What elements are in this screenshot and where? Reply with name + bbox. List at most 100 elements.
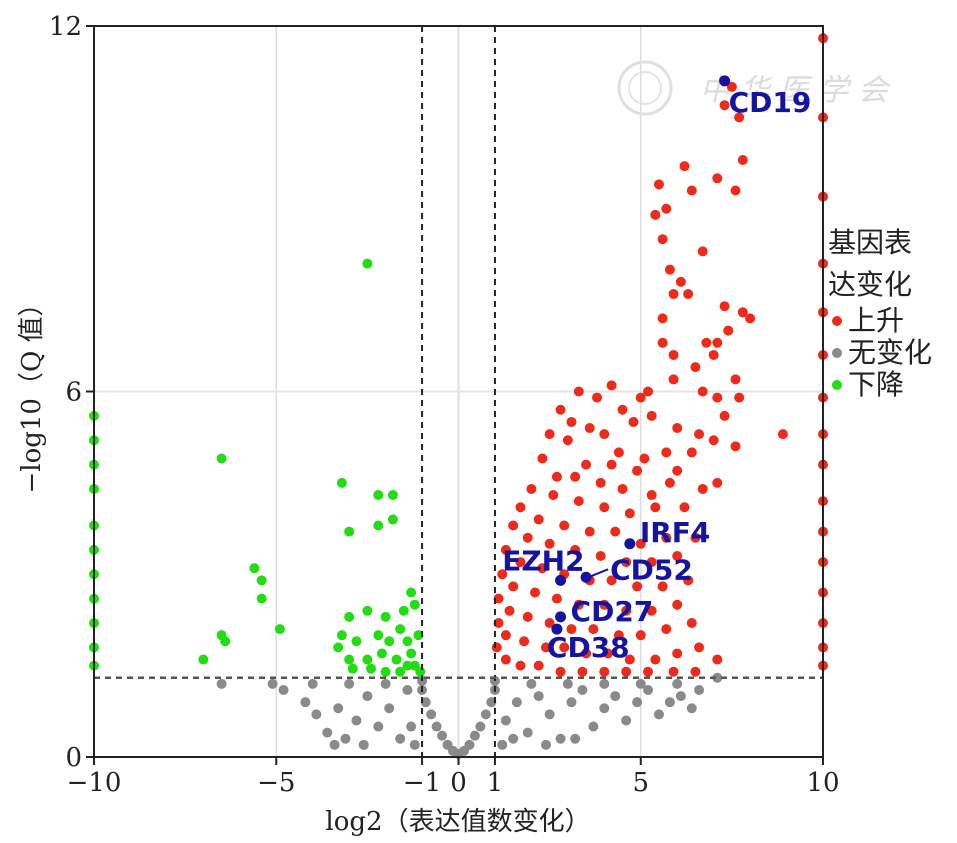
- point-no-change: [555, 733, 566, 744]
- y-axis-ticks: 0 6 12: [49, 12, 94, 773]
- point-up: [697, 386, 708, 397]
- point-up: [588, 624, 599, 635]
- point-down: [380, 666, 391, 677]
- point-up: [621, 666, 632, 677]
- point-up: [657, 337, 668, 348]
- point-no-change: [588, 721, 599, 732]
- point-down: [373, 630, 384, 641]
- point-up: [551, 471, 562, 482]
- point-up: [584, 526, 595, 537]
- threshold-lines: [94, 26, 823, 757]
- point-no-change: [621, 715, 632, 726]
- point-no-change: [267, 678, 278, 689]
- point-up: [664, 264, 675, 275]
- point-up: [592, 392, 603, 403]
- point-up: [657, 313, 668, 324]
- point-down: [384, 636, 395, 647]
- point-up: [599, 502, 610, 513]
- point-no-change: [384, 703, 395, 714]
- point-up: [624, 508, 635, 519]
- point-no-change: [395, 733, 406, 744]
- point-down: [249, 563, 260, 574]
- point-down: [336, 477, 347, 488]
- point-up: [573, 386, 584, 397]
- series-no-change: [216, 672, 723, 759]
- point-no-change: [437, 730, 448, 741]
- point-no-change: [632, 697, 643, 708]
- point-no-change: [486, 697, 497, 708]
- point-up: [606, 575, 617, 586]
- point-up: [683, 575, 694, 586]
- x-tick-label: 10: [806, 768, 839, 798]
- point-down: [336, 630, 347, 641]
- point-up: [551, 593, 562, 604]
- point-up: [646, 410, 657, 421]
- point-down: [402, 660, 413, 671]
- point-no-change: [526, 678, 537, 689]
- x-axis-title: log2（表达值数变化）: [325, 807, 590, 837]
- point-up: [573, 599, 584, 610]
- point-no-change: [570, 733, 581, 744]
- point-up: [686, 447, 697, 458]
- point-up: [491, 642, 502, 653]
- point-no-change: [420, 697, 431, 708]
- point-up: [500, 630, 511, 641]
- point-up: [734, 392, 745, 403]
- point-down: [398, 605, 409, 616]
- point-up: [635, 630, 646, 641]
- point-down: [256, 593, 267, 604]
- point-up: [497, 569, 508, 580]
- x-tick-label: −5: [257, 768, 295, 798]
- gene-label-irf4: IRF4: [640, 516, 711, 549]
- point-up: [519, 636, 530, 647]
- legend: 基因表 达变化 上升 无变化 下降: [828, 226, 932, 401]
- point-up: [708, 435, 719, 446]
- point-up: [566, 624, 577, 635]
- point-up: [540, 642, 551, 653]
- point-no-change: [500, 715, 511, 726]
- point-up: [613, 630, 624, 641]
- point-up: [712, 392, 723, 403]
- point-up: [493, 593, 504, 604]
- point-up: [719, 410, 730, 421]
- point-down: [220, 636, 231, 647]
- point-up: [657, 581, 668, 592]
- point-up: [661, 203, 672, 214]
- point-up: [661, 447, 672, 458]
- point-no-change: [406, 721, 417, 732]
- point-up: [697, 483, 708, 494]
- point-up: [500, 544, 511, 555]
- gene-point-ezh2: [555, 574, 567, 586]
- gene-leader-cd52: [587, 568, 609, 579]
- point-up: [643, 386, 654, 397]
- point-up: [526, 483, 537, 494]
- point-up: [632, 581, 643, 592]
- point-up: [624, 654, 635, 665]
- point-no-change: [402, 684, 413, 695]
- point-no-change: [610, 691, 621, 702]
- point-up: [606, 380, 617, 391]
- legend-marker-no-change: [832, 348, 842, 358]
- point-up: [621, 557, 632, 568]
- point-down: [274, 624, 285, 635]
- point-up: [737, 307, 748, 318]
- point-down: [395, 666, 406, 677]
- point-up: [646, 605, 657, 616]
- point-up: [610, 526, 621, 537]
- point-up: [493, 617, 504, 628]
- point-up: [694, 429, 705, 440]
- point-no-change: [426, 709, 437, 720]
- point-up: [621, 605, 632, 616]
- gene-label-cd38: CD38: [547, 631, 630, 664]
- point-no-change: [653, 709, 664, 720]
- gene-label-cd27: CD27: [571, 595, 654, 628]
- point-up: [522, 611, 533, 622]
- legend-marker-up: [832, 316, 842, 326]
- point-up: [730, 185, 741, 196]
- point-up: [657, 234, 668, 245]
- point-up: [697, 246, 708, 257]
- point-no-change: [533, 691, 544, 702]
- point-up: [668, 289, 679, 300]
